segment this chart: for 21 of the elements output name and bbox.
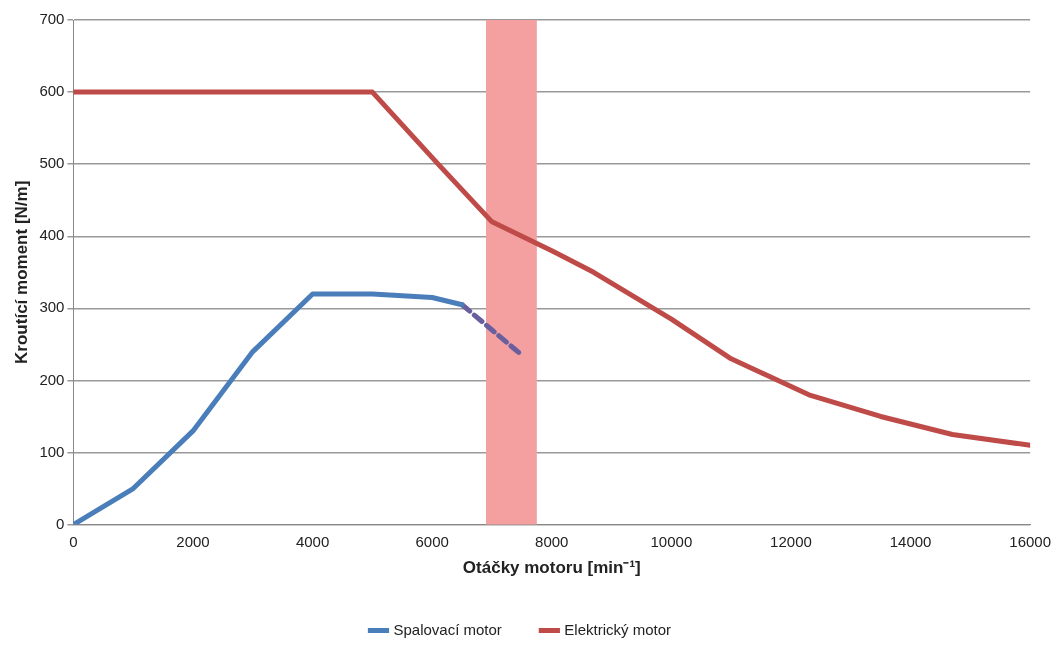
x-tick-label: 6000 — [415, 532, 449, 550]
y-tick-label: 700 — [39, 10, 65, 28]
y-axis-title: Kroutící moment [N/m] — [11, 180, 31, 364]
y-tick-label: 400 — [39, 226, 65, 244]
x-tick-label: 2000 — [176, 532, 210, 550]
x-tick-label: 16000 — [1009, 532, 1051, 550]
legend-label: Spalovací motor — [393, 620, 502, 638]
y-tick-label: 200 — [39, 370, 65, 388]
y-tick-label: 100 — [39, 442, 65, 460]
y-tick-label: 0 — [56, 514, 65, 532]
x-tick-label: 10000 — [650, 532, 693, 550]
x-axis-title: Otáčky motoru [min⁻¹] — [462, 558, 641, 578]
x-tick-label: 8000 — [535, 532, 569, 550]
y-tick-label: 500 — [39, 154, 65, 172]
x-tick-label: 12000 — [770, 532, 812, 550]
x-tick-label: 14000 — [889, 532, 932, 550]
x-tick-label: 4000 — [295, 532, 330, 550]
legend-label: Elektrický motor — [564, 620, 672, 638]
x-tick-label: 0 — [69, 532, 78, 550]
y-tick-label: 600 — [39, 82, 65, 100]
y-tick-label: 300 — [39, 298, 65, 316]
